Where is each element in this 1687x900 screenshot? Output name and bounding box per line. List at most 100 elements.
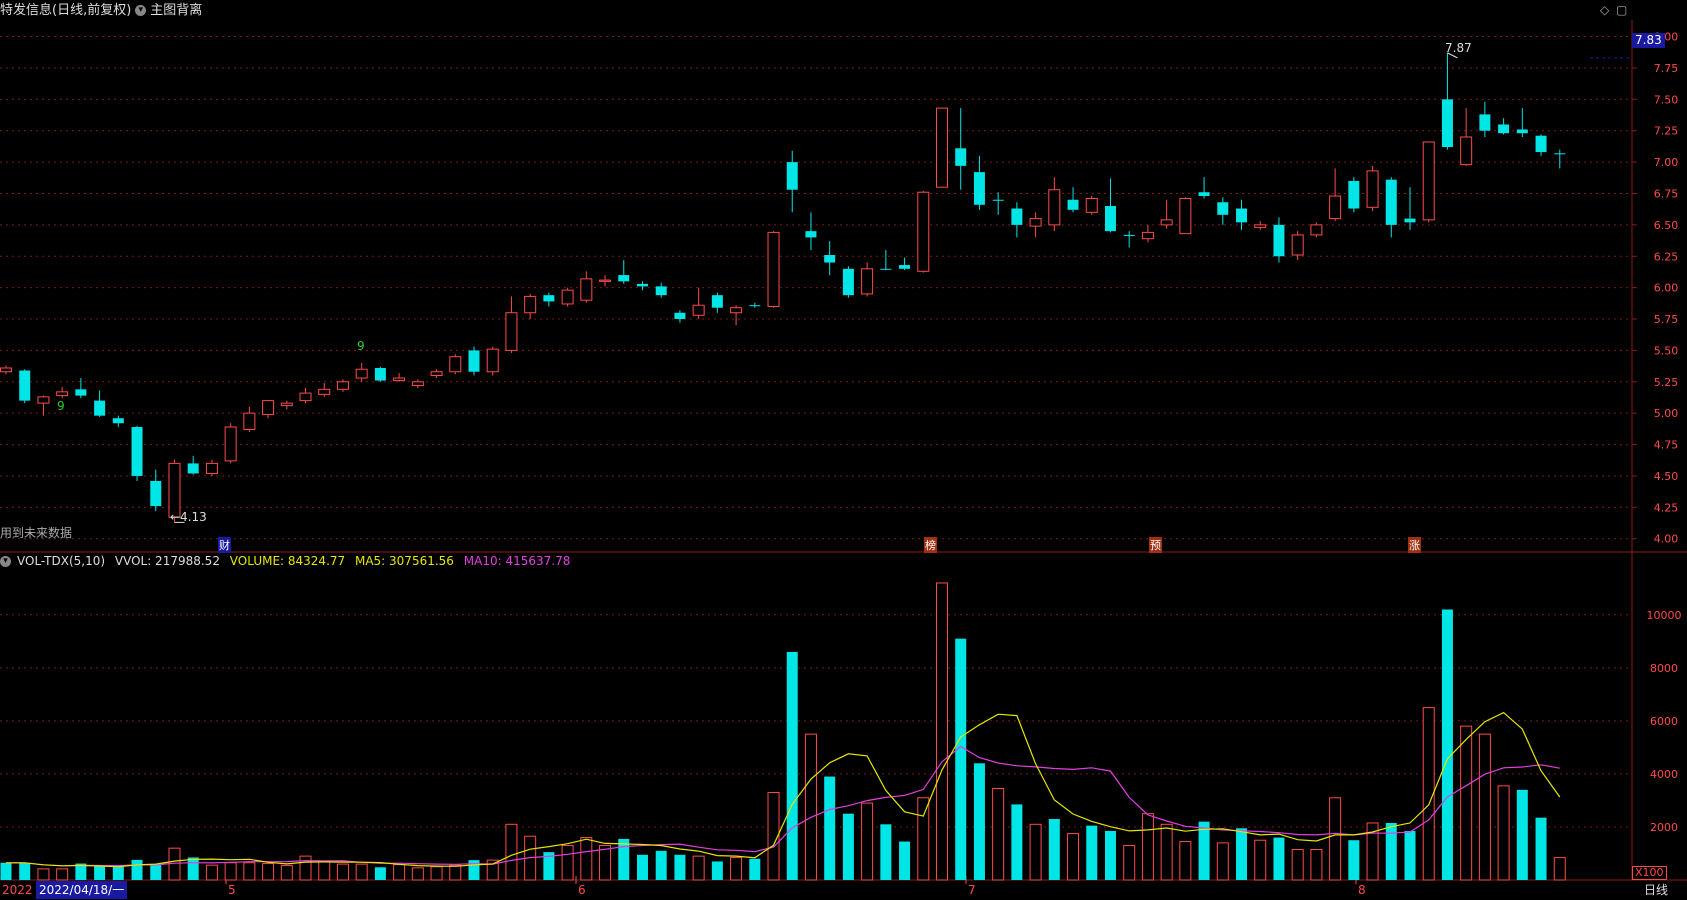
- candle-body: [168, 462, 181, 518]
- volume-bar: [1441, 609, 1453, 880]
- volume-bar: [243, 862, 256, 881]
- time-axis: 2022 2022/04/18/一 5 6 7 8 日线: [0, 880, 1687, 900]
- volume-bar: [561, 845, 574, 881]
- rank-list-marker[interactable]: 榜: [924, 537, 937, 553]
- volume-bar: [1497, 785, 1510, 881]
- candle-body: [318, 388, 331, 395]
- volume-bar: [299, 855, 312, 881]
- volume-bar: [94, 866, 106, 880]
- chart-header: 特发信息(日线,前复权) ▾ 主图背离: [0, 0, 1620, 22]
- volume-bar: [1385, 822, 1397, 880]
- high-price-marker: 7.87: [1445, 41, 1472, 55]
- volume-bar: [411, 867, 424, 881]
- ma5-line: [6, 711, 1561, 868]
- candle-body: [224, 426, 237, 462]
- volume-bar: [618, 838, 630, 880]
- volume-bar: [205, 864, 218, 881]
- candle-body: [674, 312, 686, 320]
- candle-body: [1441, 99, 1453, 148]
- forecast-marker[interactable]: 预: [1149, 537, 1162, 553]
- volume-bar: [468, 860, 480, 880]
- y-tick-label: 5.75: [1654, 313, 1679, 326]
- volume-bar: [1254, 839, 1267, 881]
- candle-body: [1104, 206, 1116, 232]
- candle-body: [1554, 153, 1566, 155]
- volume-bar: [280, 864, 293, 881]
- volume-bar: [486, 859, 499, 881]
- candle-body: [486, 348, 499, 373]
- volume-bar: [655, 850, 667, 880]
- candle-body: [505, 312, 518, 351]
- dropdown-icon[interactable]: ▾: [0, 556, 11, 567]
- volume-bar: [1291, 849, 1304, 881]
- volume-bar: [749, 858, 761, 880]
- candle-body: [393, 377, 406, 382]
- volume-bar: [131, 859, 143, 880]
- candle-body: [0, 367, 12, 373]
- candle-body: [767, 231, 780, 307]
- indicator-name[interactable]: VOL-TDX(5,10): [17, 554, 106, 568]
- candle-body: [599, 279, 612, 282]
- candle-body: [1048, 189, 1061, 226]
- candle-body: [917, 191, 930, 272]
- volume-bar: [936, 582, 948, 881]
- candle-body: [19, 370, 31, 401]
- y-tick-label: 6000: [1650, 715, 1678, 728]
- y-tick-label: 6.50: [1654, 219, 1679, 232]
- month-label: 6: [578, 883, 586, 897]
- current-price-label: 7.83: [1632, 33, 1665, 48]
- period-label[interactable]: 日线: [1644, 883, 1669, 897]
- overlay-indicator-name[interactable]: 主图背离: [150, 3, 203, 18]
- candle-body: [1236, 208, 1248, 223]
- limit-up-marker[interactable]: 涨: [1408, 537, 1421, 553]
- volume-bar: [1179, 841, 1192, 881]
- candle-body: [1179, 198, 1192, 235]
- volume-bar: [505, 823, 518, 881]
- candle-body: [94, 400, 106, 416]
- volume-bar: [1086, 825, 1098, 880]
- volume-bar: [674, 854, 686, 880]
- volume-bar: [1198, 821, 1210, 880]
- volume-header: ▾ VOL-TDX(5,10) VVOL: 217988.52 VOLUME: 8…: [0, 551, 576, 571]
- low-price-marker: ←4.13: [170, 510, 207, 524]
- candle-body: [561, 289, 574, 305]
- candle-body: [75, 389, 87, 396]
- volume-bar: [786, 651, 798, 880]
- candle-body: [992, 199, 1004, 201]
- candle-body: [524, 295, 537, 314]
- diamond-button[interactable]: ◇: [1600, 3, 1610, 17]
- volume-bar: [1160, 823, 1173, 881]
- candle-body: [449, 356, 462, 373]
- candle-body: [112, 418, 124, 424]
- vvol-value: VVOL: 217988.52: [114, 554, 220, 568]
- volume-bar: [1029, 823, 1042, 881]
- volume-bar: [1516, 789, 1528, 880]
- y-tick-label: 5.00: [1654, 407, 1679, 420]
- volume-bar: [19, 862, 31, 880]
- window-button[interactable]: ▢: [1616, 3, 1628, 17]
- candle-body: [1422, 141, 1435, 221]
- y-tick-label: 6.25: [1654, 250, 1679, 263]
- candle-body: [1366, 170, 1379, 208]
- candle-body: [336, 381, 349, 390]
- volume-bar: [374, 867, 386, 880]
- candle-body: [262, 400, 275, 415]
- financial-report-marker[interactable]: 财: [218, 537, 231, 553]
- y-tick-label: 10000: [1647, 609, 1682, 622]
- candle-body: [1516, 129, 1528, 134]
- candle-body: [1160, 219, 1173, 226]
- volume-bar: [711, 861, 723, 880]
- candle-body: [374, 367, 386, 381]
- candle-body: [1310, 224, 1323, 236]
- candle-body: [355, 368, 368, 379]
- candle-body: [973, 172, 985, 205]
- volume-bar: [224, 862, 237, 881]
- dropdown-icon[interactable]: ▾: [135, 5, 147, 16]
- candle-body: [1029, 218, 1042, 227]
- volume-bar: [336, 863, 349, 881]
- volume-bar: [318, 860, 331, 881]
- candle-body: [749, 305, 761, 307]
- candle-body: [205, 462, 218, 474]
- volume-bar: [824, 776, 836, 880]
